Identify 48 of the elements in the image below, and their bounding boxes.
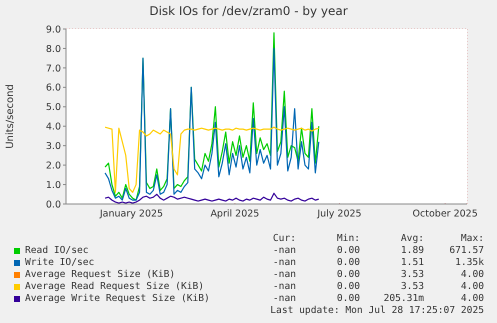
text: 1.35k — [454, 257, 484, 269]
text: -nan — [272, 269, 296, 281]
chart-title: Disk IOs for /dev/zram0 - by year — [148, 4, 349, 18]
text: 0.00 — [336, 269, 360, 281]
y-tick-label: 0.0 — [46, 199, 61, 210]
y-tick-label: 2.0 — [46, 160, 61, 172]
y-tick-label: 3.0 — [46, 141, 61, 152]
text: 0.00 — [336, 281, 360, 293]
x-tick-label: April 2025 — [210, 208, 260, 220]
text: 0.00 — [336, 245, 360, 257]
text: 0.00 — [336, 257, 360, 269]
y-tick-label: 4.0 — [46, 122, 61, 133]
text: Last update: Mon Jul 28 17:25:07 2025 — [269, 305, 484, 317]
text: Min: — [336, 233, 360, 245]
text: -nan — [272, 245, 296, 257]
y-axis-title: Units/second — [4, 84, 16, 148]
text: 4.00 — [460, 293, 484, 305]
y-tick-label: 5.0 — [46, 102, 61, 114]
y-tick-label: 7.0 — [46, 63, 61, 74]
legend-label: Average Read Request Size (KiB) — [24, 281, 206, 293]
legend-label: Average Write Request Size (KiB) — [24, 293, 211, 305]
text: 3.53 — [400, 281, 424, 293]
text: Cur: — [272, 233, 296, 245]
text: 4.00 — [460, 269, 484, 281]
text: -nan — [272, 293, 296, 305]
text: 0.00 — [336, 293, 360, 305]
line-series — [104, 192, 320, 204]
y-tick-label: 8.0 — [46, 44, 61, 55]
x-tick-label: January 2025 — [98, 208, 164, 220]
y-tick-label: 1.0 — [46, 180, 61, 191]
text: 4.00 — [460, 281, 484, 293]
text: 1.51 — [400, 257, 424, 269]
text: -nan — [272, 281, 296, 293]
line-series — [104, 126, 320, 193]
text: Max: — [460, 233, 484, 245]
x-tick-label: July 2025 — [316, 208, 362, 220]
legend-label: Write IO/sec — [24, 257, 96, 269]
text: 3.53 — [400, 269, 424, 281]
text: 671.57 — [448, 245, 484, 257]
x-tick-label: October 2025 — [412, 208, 478, 220]
text: 1.89 — [400, 245, 424, 257]
legend-label: Average Request Size (KiB) — [24, 269, 176, 281]
text: 205.31m — [382, 293, 424, 305]
legend-label: Read IO/sec — [24, 245, 90, 257]
y-tick-label: 6.0 — [46, 82, 61, 94]
text: Avg: — [400, 233, 424, 245]
y-tick-label: 9.0 — [46, 24, 61, 36]
text: -nan — [272, 257, 296, 269]
